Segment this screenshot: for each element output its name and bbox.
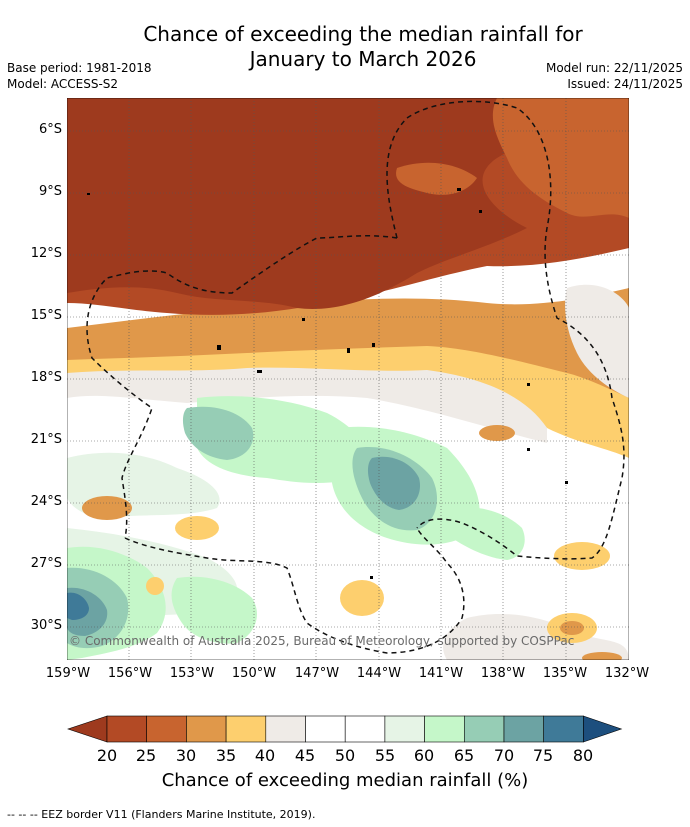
band-70-75-a [367, 456, 421, 510]
colorbar-cell [265, 715, 306, 743]
colorbar-cell [543, 715, 584, 743]
copyright-notice: © Commonwealth of Australia 2025, Bureau… [69, 634, 575, 648]
colorbar-cell [424, 715, 465, 743]
lat-label: 21°S [30, 432, 62, 447]
colorbar-tick: 65 [453, 746, 475, 765]
base-period: Base period: 1981-2018 [7, 61, 152, 75]
colorbar-cell [106, 715, 148, 743]
band-30-35 [67, 288, 629, 433]
band-65-70-a [182, 406, 254, 460]
colorbar-cell [503, 715, 545, 743]
dry-patch-7 [560, 621, 584, 635]
band-45-50-east [565, 284, 629, 398]
colorbar-tick: 60 [413, 746, 435, 765]
band-25-30-ne [492, 98, 629, 218]
colorbar-tick: 40 [254, 746, 276, 765]
lon-label: 135°W [542, 666, 588, 681]
lon-label: 138°W [480, 666, 526, 681]
title-line-2: January to March 2026 [249, 47, 477, 71]
lon-label: 141°W [418, 666, 464, 681]
lat-label: 6°S [38, 122, 62, 137]
lat-label: 12°S [30, 246, 62, 261]
colorbar-tick: 50 [334, 746, 356, 765]
colorbar-cell [225, 715, 267, 743]
dry-patch-3 [340, 580, 384, 616]
lon-label: 144°W [356, 666, 402, 681]
dry-patch-4 [146, 577, 164, 595]
colorbar-arrow-low [67, 715, 108, 743]
colorbar-tick: 45 [294, 746, 316, 765]
colorbar-cell [384, 715, 425, 743]
colorbar-tick: 70 [493, 746, 515, 765]
dry-patch-9 [582, 652, 622, 660]
eez-legend: -- -- -- EEZ border V11 (Flanders Marine… [7, 808, 316, 821]
lon-label: 132°W [604, 666, 650, 681]
lon-label: 150°W [231, 666, 277, 681]
dry-patch-5 [554, 542, 610, 570]
lat-label: 9°S [38, 184, 62, 199]
colorbar-tick: 55 [374, 746, 396, 765]
islands [87, 188, 568, 579]
colorbar-cell [463, 715, 505, 743]
colorbar-tick: 20 [96, 746, 118, 765]
colorbar-cell [146, 715, 187, 743]
colorbar-tick: 75 [532, 746, 554, 765]
colorbar-cell [305, 715, 346, 743]
lon-label: 159°W [45, 666, 91, 681]
lon-label: 147°W [294, 666, 340, 681]
band-25-30-mid [396, 162, 477, 195]
colorbar-tick: 30 [175, 746, 197, 765]
eez-borders [86, 100, 625, 654]
lat-label: 18°S [30, 370, 62, 385]
colorbar-tick: 35 [215, 746, 237, 765]
lat-label: 30°S [30, 618, 62, 633]
model-run: Model run: 22/11/2025 [545, 61, 683, 75]
lon-label: 156°W [107, 666, 153, 681]
lat-label: 24°S [30, 494, 62, 509]
band-45-50 [67, 367, 547, 443]
lat-label: 27°S [30, 556, 62, 571]
colorbar-label: Chance of exceeding median rainfall (%) [161, 770, 529, 791]
colorbar-tick: 80 [572, 746, 594, 765]
dry-patch-2 [175, 516, 219, 540]
colorbar-cell [186, 715, 227, 743]
meta-right: Model run: 22/11/2025 Issued: 24/11/2025 [546, 60, 683, 92]
model-name: Model: ACCESS-S2 [7, 77, 119, 91]
band-75-80 [67, 592, 89, 620]
colorbar-tick: 25 [135, 746, 157, 765]
band-45-50-se [443, 613, 629, 660]
dry-patch-1 [82, 496, 132, 520]
colorbar-cell [344, 715, 386, 743]
rainfall-map [67, 98, 629, 660]
lon-label: 153°W [169, 666, 215, 681]
band-below-20 [67, 98, 629, 309]
colorbar [67, 715, 623, 743]
lat-label: 15°S [30, 308, 62, 323]
colorbar-arrow-high [583, 715, 623, 743]
gridlines [67, 98, 629, 660]
title-line-1: Chance of exceeding the median rainfall … [143, 22, 583, 46]
dry-patch-8 [479, 425, 515, 441]
issued-date: Issued: 24/11/2025 [567, 77, 683, 91]
map-title: Chance of exceeding the median rainfall … [60, 22, 666, 72]
meta-left: Base period: 1981-2018 Model: ACCESS-S2 [7, 60, 152, 92]
